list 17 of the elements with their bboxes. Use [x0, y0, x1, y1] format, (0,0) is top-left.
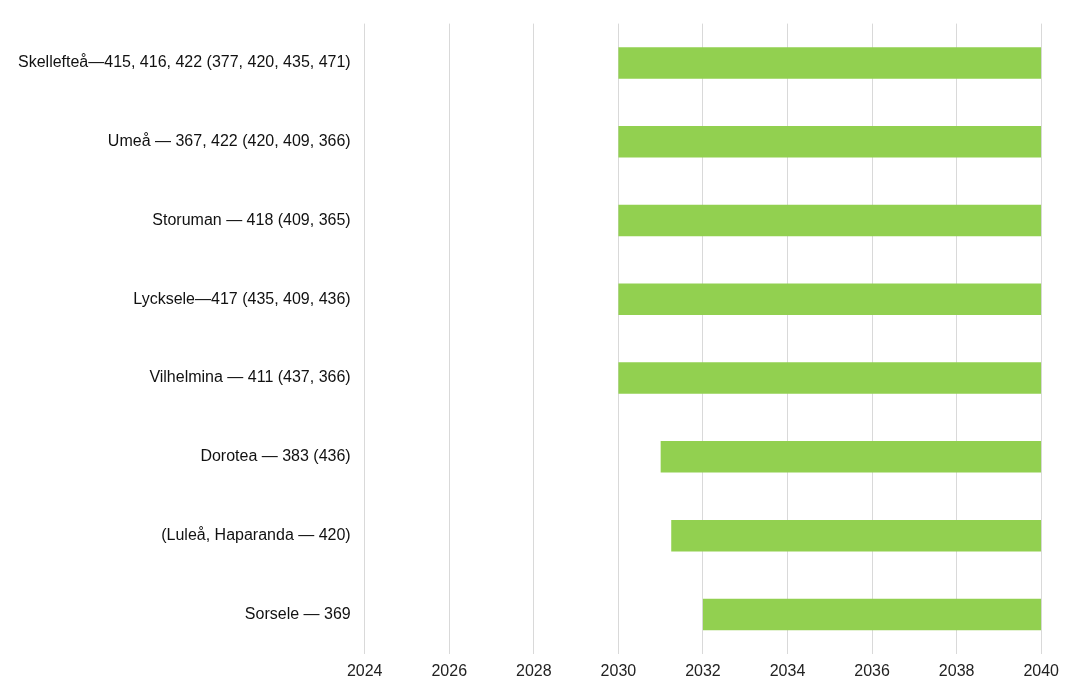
- y-tick-label: Vilhelmina — 411 (437, 366): [149, 368, 351, 386]
- y-tick-label: Umeå — 367, 422 (420, 409, 366): [107, 132, 351, 150]
- y-tick-label: Sorsele — 369: [244, 604, 351, 622]
- x-tick-label: 2036: [854, 661, 890, 679]
- y-tick-label: Lycksele—417 (435, 409, 436): [133, 289, 351, 307]
- x-tick-label: 2024: [346, 661, 383, 679]
- x-tick-label: 2034: [769, 661, 806, 679]
- x-tick-label: 2038: [938, 661, 975, 679]
- y-tick-label: (Luleå, Haparanda — 420): [161, 526, 351, 544]
- y-tick-label: Skellefteå—415, 416, 422 (377, 420, 435, 471): [18, 53, 351, 71]
- x-tick-label: 2026: [431, 661, 468, 679]
- x-tick-label: 2032: [685, 661, 721, 679]
- y-tick-label: Storuman — 418 (409, 365): [152, 210, 351, 228]
- x-tick-label: 2040: [1023, 661, 1060, 679]
- x-tick-label: 2028: [516, 661, 552, 679]
- y-tick-label: Dorotea — 383 (436): [200, 447, 351, 465]
- x-tick-label: 2030: [600, 661, 637, 679]
